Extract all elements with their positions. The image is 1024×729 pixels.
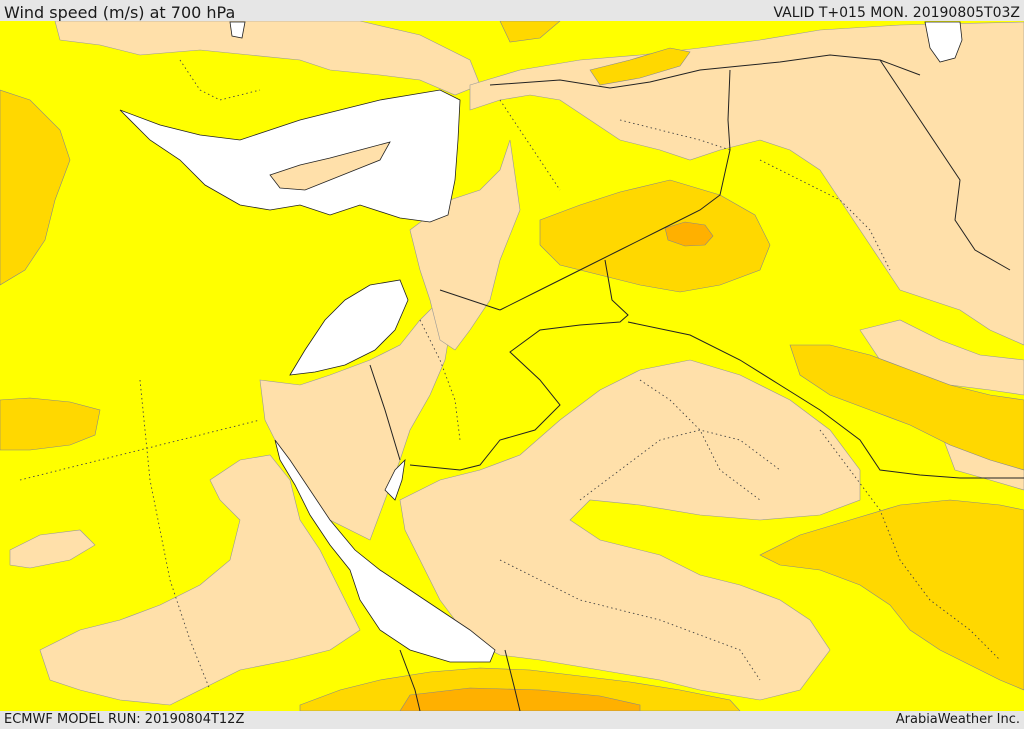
country-borders	[369, 54, 1024, 711]
footer-bar	[0, 711, 1024, 729]
cyprus-island	[269, 141, 391, 191]
credit-label: ArabiaWeather Inc.	[895, 712, 1020, 727]
sea-areas	[119, 21, 963, 663]
mid-high-wind-areas	[0, 21, 1024, 711]
model-run-label: ECMWF MODEL RUN: 20190804T12Z	[4, 712, 245, 727]
wind-speed-map	[0, 21, 1024, 711]
province-boundaries	[19, 59, 1001, 691]
low-wind-areas	[9, 21, 1024, 706]
valid-time: VALID T+015 MON. 20190805T03Z	[773, 5, 1020, 21]
map-title: Wind speed (m/s) at 700 hPa	[4, 3, 236, 22]
top-wind-areas	[399, 221, 714, 711]
header-bar	[0, 0, 1024, 22]
